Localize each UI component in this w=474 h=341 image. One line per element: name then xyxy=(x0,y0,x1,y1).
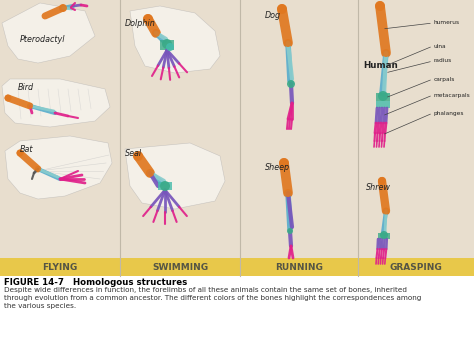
Text: Bat: Bat xyxy=(20,145,34,154)
Ellipse shape xyxy=(382,49,390,57)
Ellipse shape xyxy=(284,189,292,197)
Ellipse shape xyxy=(284,39,292,47)
Text: Dog: Dog xyxy=(265,11,281,20)
Ellipse shape xyxy=(162,39,172,49)
Text: phalanges: phalanges xyxy=(434,110,465,116)
Text: radius: radius xyxy=(434,59,452,63)
Text: Shrew: Shrew xyxy=(366,183,391,192)
Ellipse shape xyxy=(133,151,143,161)
Text: Pterodactyl: Pterodactyl xyxy=(20,35,65,44)
Text: Sheep: Sheep xyxy=(265,163,290,172)
Polygon shape xyxy=(130,6,220,73)
Bar xyxy=(120,258,240,276)
Ellipse shape xyxy=(279,158,289,168)
Text: carpals: carpals xyxy=(434,76,456,81)
Ellipse shape xyxy=(378,91,388,101)
Bar xyxy=(160,40,174,50)
Text: Human: Human xyxy=(363,61,398,70)
Text: humerus: humerus xyxy=(434,20,460,26)
Bar xyxy=(0,258,120,276)
Text: FIGURE 14-7   Homologous structures: FIGURE 14-7 Homologous structures xyxy=(4,278,187,287)
Bar xyxy=(376,101,390,108)
Bar xyxy=(158,182,172,190)
Text: Despite wide differences in function, the forelimbs of all these animals contain: Despite wide differences in function, th… xyxy=(4,287,421,309)
Ellipse shape xyxy=(378,177,386,185)
Ellipse shape xyxy=(4,94,11,102)
Polygon shape xyxy=(2,3,95,63)
Text: FLYING: FLYING xyxy=(42,263,78,271)
Ellipse shape xyxy=(143,14,153,24)
Text: metacarpals: metacarpals xyxy=(434,92,471,98)
Text: SWIMMING: SWIMMING xyxy=(152,263,208,271)
Ellipse shape xyxy=(287,228,293,234)
Ellipse shape xyxy=(160,181,170,191)
Ellipse shape xyxy=(166,43,174,51)
Polygon shape xyxy=(2,79,110,127)
Ellipse shape xyxy=(375,1,385,11)
Ellipse shape xyxy=(287,80,295,88)
Bar xyxy=(240,258,358,276)
Text: ulna: ulna xyxy=(434,44,447,48)
Bar xyxy=(0,0,474,258)
Text: Dolphin: Dolphin xyxy=(125,19,156,28)
Ellipse shape xyxy=(383,208,390,214)
Polygon shape xyxy=(5,136,112,199)
Bar xyxy=(0,276,474,341)
Bar xyxy=(376,93,390,101)
Ellipse shape xyxy=(59,4,67,12)
Ellipse shape xyxy=(277,4,287,14)
Ellipse shape xyxy=(35,166,41,172)
Ellipse shape xyxy=(152,29,160,37)
Text: Seal: Seal xyxy=(125,149,142,158)
Text: RUNNING: RUNNING xyxy=(275,263,323,271)
Bar xyxy=(378,233,390,239)
Bar xyxy=(358,258,474,276)
Ellipse shape xyxy=(380,231,388,239)
Text: Bird: Bird xyxy=(18,83,34,92)
Ellipse shape xyxy=(146,169,154,177)
Polygon shape xyxy=(125,143,225,209)
Text: GRASPING: GRASPING xyxy=(390,263,442,271)
Ellipse shape xyxy=(17,149,24,157)
Ellipse shape xyxy=(27,103,33,109)
